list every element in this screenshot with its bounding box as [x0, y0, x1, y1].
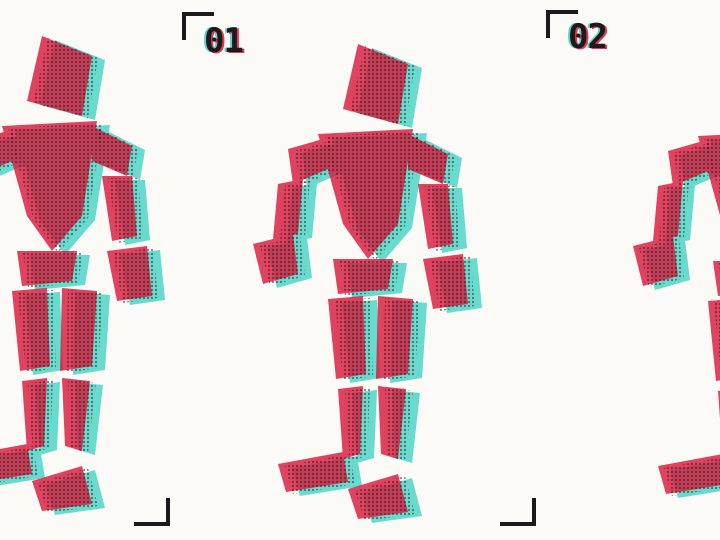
corner-mark-02-bottom: [500, 498, 536, 526]
corner-mark-01-bottom: [134, 498, 170, 526]
frame-number-01: 01: [204, 21, 244, 61]
figure-center: [253, 44, 482, 523]
corner-mark-01-top: [182, 12, 214, 40]
corner-mark-02-top: [546, 10, 578, 38]
figure-left: [0, 36, 165, 515]
frame-number-02: 02: [568, 17, 608, 57]
figure-right: [633, 46, 720, 525]
